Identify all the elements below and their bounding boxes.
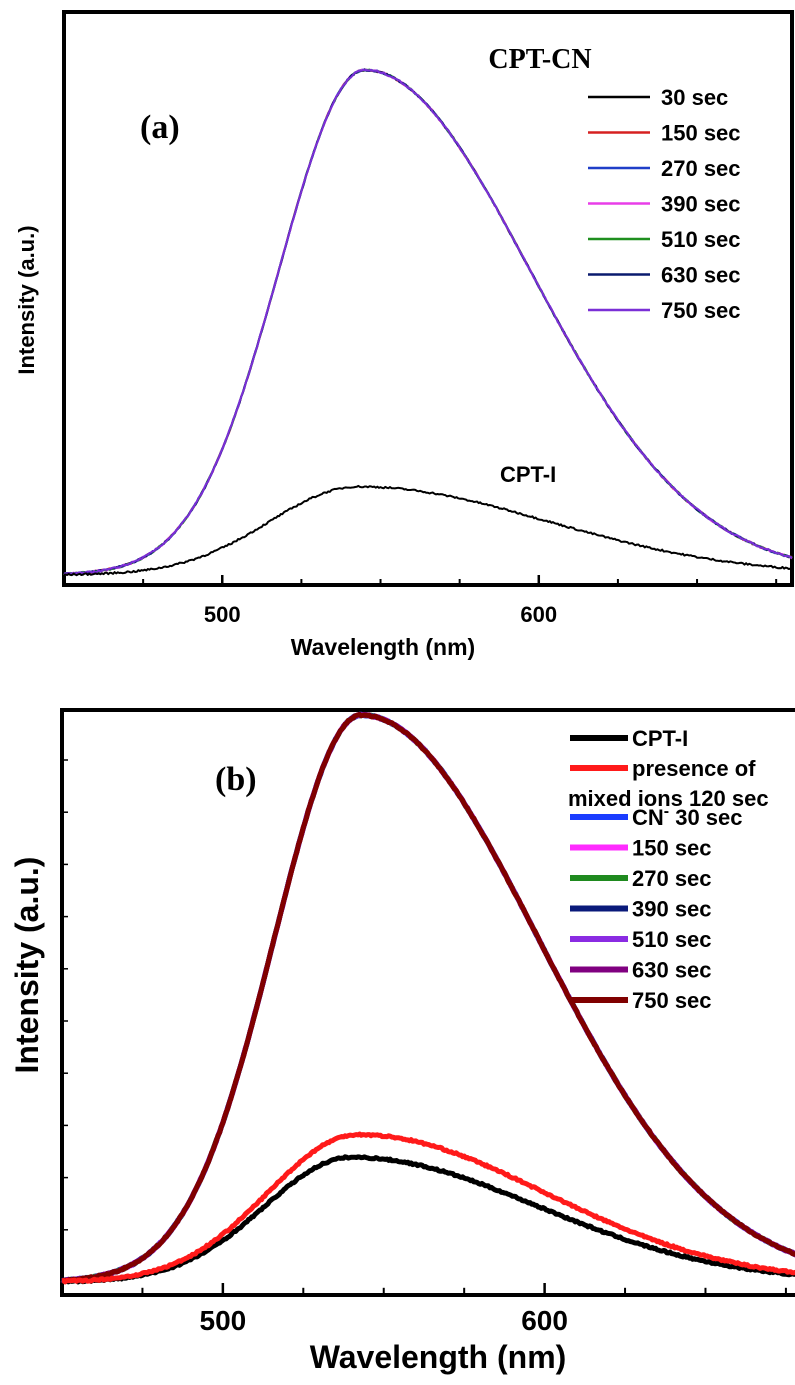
legend-label: presence of [632,756,756,781]
panel-label-a: (a) [140,109,180,146]
series-line-2 [61,1131,795,1285]
panel-b: 500 600 (b) CPT-I presence of mixed ions 12… [9,708,795,1375]
legend-label: 630 sec [661,263,741,288]
x-ticks-b: 500 600 [61,759,787,1336]
legend-label: 390 sec [632,897,712,922]
legend-label: 150 sec [632,836,712,861]
series-line-9 [61,712,795,1284]
x-tick-label: 600 [520,602,557,627]
legend-label: 270 sec [632,866,712,891]
x-axis-label-b: Wavelength (nm) [310,1339,567,1375]
series-line-7 [63,68,793,575]
legend-label: 510 sec [632,927,712,952]
x-tick-label: 600 [521,1305,568,1336]
legend-label: 750 sec [661,298,741,323]
legend-label: 390 sec [661,192,741,217]
y-axis-label-a: Intensity (a.u.) [14,225,39,374]
y-axis-label-b: Intensity (a.u.) [9,857,45,1074]
legend-label: 30 sec [661,85,728,110]
x-tick-label: 500 [200,1305,247,1336]
panel-a: 500 600 (a) CPT-CN CPT-I 30 sec 150 sec 270… [14,10,794,660]
legend-a: 30 sec 150 sec 270 sec 390 sec 510 sec 630 se… [588,85,741,323]
x-tick-label: 500 [204,602,241,627]
legend-label: CPT-I [632,726,688,751]
plot-frame-b [60,708,795,1297]
legend-label: 510 sec [661,227,741,252]
legend-label: 150 sec [661,121,741,146]
legend-label: CN- 30 sec [632,803,743,830]
annotation-cpt-i-a: CPT-I [500,462,556,487]
chart-title-a: CPT-CN [488,44,591,75]
plot-frame-a [62,10,794,587]
curves-b [60,711,795,1285]
legend-label: mixed ions 120 sec [568,786,769,811]
series-line-1 [61,1154,795,1285]
series-line-1 [63,484,793,577]
panel-label-b: (b) [215,761,257,798]
curves-a [63,68,793,577]
x-axis-label-a: Wavelength (nm) [291,634,475,660]
x-ticks-a: 500 600 [63,575,778,627]
legend-label: 630 sec [632,958,712,983]
legend-label: 750 sec [632,988,712,1013]
legend-label: 270 sec [661,156,741,181]
